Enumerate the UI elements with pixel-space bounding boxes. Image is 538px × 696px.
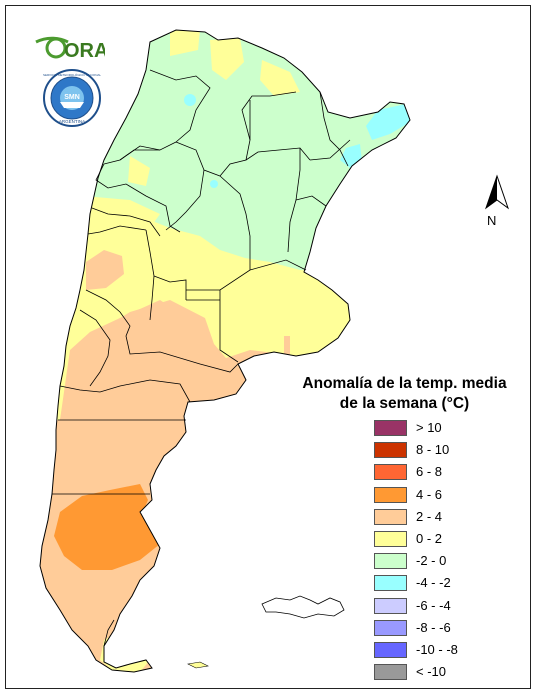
malvinas-islands [261,595,345,619]
legend-swatch [374,553,407,570]
smn-seal-center-text: SMN [64,94,80,101]
legend-label: -8 - -6 [416,619,451,635]
legend-label: 2 - 4 [416,508,443,524]
legend-label: 0 - 2 [416,530,443,546]
legend-label: 8 - 10 [416,442,450,458]
legend-label: -6 - -4 [416,597,451,613]
legend-swatch [374,464,407,481]
legend-label: 4 - 6 [416,486,443,502]
legend-title: Anomalía de la temp. media de la semana … [282,374,527,414]
legend-swatch [374,486,407,503]
legend-swatch [374,420,407,436]
isla-de-los-estados [187,661,209,669]
legend-label: 6 - 8 [416,464,443,480]
legend-label: -2 - 0 [416,553,447,569]
legend-title-line1: Anomalía de la temp. media [302,375,507,392]
smn-seal-bottom-text: ARGENTINA [59,119,85,124]
legend-swatch [374,530,407,547]
legend-swatch [374,442,407,459]
north-arrow-icon [485,174,509,210]
map-frame [5,5,531,689]
legend-swatch [374,619,407,636]
smn-seal-ring-text: SERVICIO METEOROLÓGICO NACIONAL [43,72,101,77]
legend-swatch [374,575,407,592]
legend-label: < -10 [416,664,446,680]
legend-label: -4 - -2 [416,575,451,591]
legend-swatch [374,641,407,658]
north-label: N [487,213,497,228]
legend-label: -10 - -8 [416,641,458,657]
ora-logo-text: ORA [64,40,105,62]
legend-swatch [374,597,407,614]
legend-swatch [374,664,407,681]
province-boundaries [39,29,411,673]
legend-title-line2: de la semana (°C) [339,395,470,412]
legend-label: > 10 [416,420,442,435]
ora-logo: ORA [35,36,105,62]
legend-swatch [374,508,407,525]
smn-seal: SMN ARGENTINA SERVICIO METEOROLÓGICO NAC… [43,69,101,127]
